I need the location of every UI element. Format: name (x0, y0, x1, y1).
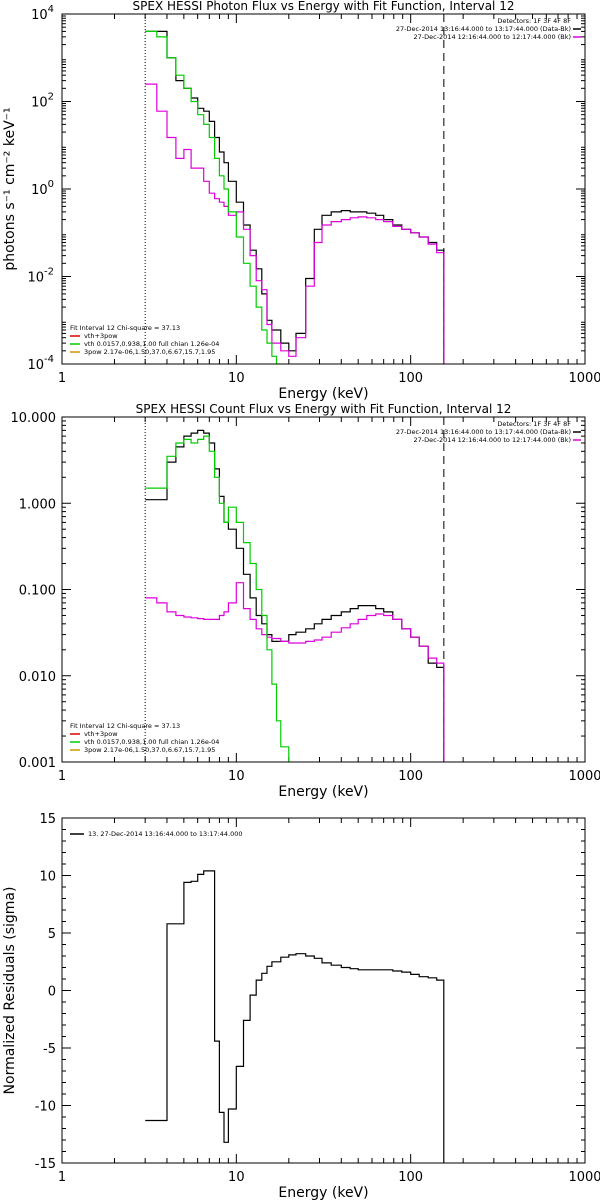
x-axis-label: Energy (keV) (278, 386, 368, 402)
legend-fit-header: Fit Interval 12 Chi-square = 37.13 (70, 324, 180, 332)
y-tick-label: 0 (48, 985, 56, 1000)
x-tick-label: 1 (58, 371, 66, 386)
series-bk (145, 582, 445, 762)
x-tick-label: 1000 (568, 769, 600, 784)
legend-entry-label: 27-Dec-2014 13:16:44.000 to 13:17:44.000… (396, 25, 571, 33)
chart-panel-3: 1 10 100 1000 -15 -10 -5 0 5 10 15 Energy (keV) Norm… (2, 812, 600, 1200)
plot-frame (61, 416, 586, 763)
plot-frame (61, 13, 586, 365)
legend-header: Detectors: 1F 3F 4F 8F (497, 420, 571, 428)
series-vth (145, 30, 281, 364)
x-tick-label: 1 (58, 769, 66, 784)
y-tick-exponent: 0 (48, 179, 54, 190)
y-tick-label: 102 (31, 92, 54, 111)
y-tick-base: 10 (31, 96, 48, 111)
y-axis-label: Normalized Residuals (sigma) (2, 887, 18, 1095)
legend-entry-label: vth+3pow (84, 332, 118, 340)
x-tick-label: 100 (398, 769, 423, 784)
legend-entry-label: 13. 27-Dec-2014 13:16:44.000 to 13:17:44… (88, 830, 243, 838)
y-tick-label: -15 (35, 1157, 56, 1172)
legend-entry-label: 3pow 2.17e-06,1.50,37.0,6.67,15.7,1.95 (84, 348, 215, 356)
legend-entry-label: 3pow 2.17e-06,1.50,37.0,6.67,15.7,1.95 (84, 746, 215, 754)
legend-entry-label: 27-Dec-2014 12:16:44.000 to 12:17:44.000… (414, 33, 572, 41)
chart-title: SPEX HESSI Photon Flux vs Energy with Fi… (133, 0, 515, 13)
legend-fit-header: Fit Interval 12 Chi-square = 37.13 (70, 722, 180, 730)
chart-panel-2: SPEX HESSI Count Flux vs Energy with Fit… (11, 402, 600, 800)
x-tick-label: 1000 (568, 1170, 600, 1185)
x-tick-label: 100 (398, 1170, 423, 1185)
y-tick-label: 100 (31, 179, 54, 198)
y-tick-label: 10-2 (27, 267, 54, 286)
legend-entry-label: 27-Dec-2014 12:16:44.000 to 12:17:44.000… (414, 436, 572, 444)
x-tick-label: 10 (228, 769, 245, 784)
legend-entry-label: 27-Dec-2014 13:16:44.000 to 13:17:44.000… (396, 428, 571, 436)
x-tick-label: 1 (58, 1170, 66, 1185)
legend-entry-label: vth 0.0157,0.938,1.00 full chian 1.26e-0… (84, 738, 219, 746)
x-tick-label: 10 (228, 371, 245, 386)
series-data-bk (145, 429, 445, 762)
x-axis-label: Energy (keV) (278, 1185, 368, 1200)
y-tick-label: 10.000 (11, 411, 57, 426)
y-tick-exponent: -4 (44, 354, 54, 365)
y-tick-exponent: 4 (48, 4, 54, 15)
y-axis-label: photons s⁻¹ cm⁻² keV⁻¹ (2, 107, 18, 270)
y-tick-label: 10 (39, 870, 56, 885)
y-tick-label: 0.010 (19, 670, 56, 685)
legend-top-left: 13. 27-Dec-2014 13:16:44.000 to 13:17:44… (70, 830, 243, 838)
legend-bottom-left: Fit Interval 12 Chi-square = 37.13vth+3p… (70, 324, 219, 356)
x-tick-label: 10 (228, 1170, 245, 1185)
x-tick-label: 100 (398, 371, 423, 386)
x-tick-label: 1000 (568, 371, 600, 386)
legend-bottom-left: Fit Interval 12 Chi-square = 37.13vth+3p… (70, 722, 219, 754)
legend-entry-label: vth 0.0157,0.938,1.00 full chian 1.26e-0… (84, 340, 219, 348)
y-tick-base: 10 (31, 183, 48, 198)
y-tick-label: 1.000 (19, 497, 56, 512)
y-tick-label: -5 (43, 1042, 56, 1057)
chart-title: SPEX HESSI Count Flux vs Energy with Fit… (136, 402, 512, 416)
series-vth (145, 435, 290, 762)
y-tick-base: 10 (27, 271, 44, 286)
y-tick-base: 10 (27, 358, 44, 373)
y-tick-base: 10 (31, 8, 48, 23)
series-13-27-dec-2014-13-16-44-000-to-13-17-44-000 (145, 870, 445, 1163)
y-tick-label: 0.001 (19, 756, 56, 771)
plot-frame (61, 817, 586, 1164)
legend-header: Detectors: 1F 3F 4F 8F (497, 17, 571, 25)
legend-entry-label: vth+3pow (84, 730, 118, 738)
y-tick-label: 15 (39, 812, 56, 827)
series-data-bk (145, 30, 445, 364)
y-tick-exponent: -2 (44, 267, 54, 278)
x-axis-label: Energy (keV) (278, 784, 368, 800)
y-tick-label: 5 (48, 927, 56, 942)
y-tick-label: 104 (31, 4, 54, 23)
chart-panel-1: SPEX HESSI Photon Flux vs Energy with Fi… (2, 0, 600, 402)
y-tick-label: 0.100 (19, 584, 56, 599)
y-tick-exponent: 2 (48, 92, 54, 103)
y-tick-label: -10 (35, 1100, 56, 1115)
y-tick-label: 10-4 (27, 354, 54, 373)
series-bk (145, 83, 445, 364)
